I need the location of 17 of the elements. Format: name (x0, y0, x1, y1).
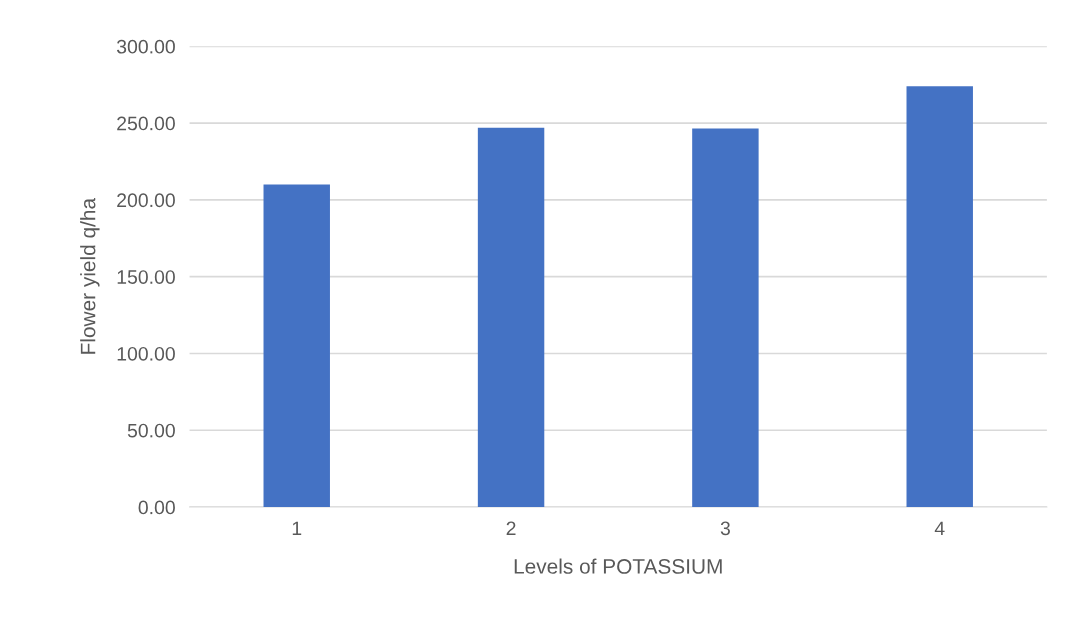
x-tick-label: 4 (934, 521, 945, 536)
bar (906, 86, 973, 508)
y-tick-label: 250.00 (117, 116, 175, 131)
y-tick-label: 0.00 (138, 500, 175, 515)
x-tick-label: 1 (292, 521, 302, 536)
x-tick-label: 3 (720, 521, 730, 536)
x-axis-title: Levels of POTASSIUM (514, 558, 722, 574)
bar (692, 128, 759, 508)
y-tick-label: 300.00 (116, 39, 175, 54)
y-tick-label: 100.00 (117, 346, 175, 361)
y-tick-label: 150.00 (117, 270, 175, 284)
bar (263, 184, 330, 508)
y-axis-title: Flower yield q/ha (80, 197, 100, 354)
x-tick-label: 2 (506, 521, 516, 536)
y-tick-label: 50.00 (127, 423, 175, 438)
bar (477, 127, 545, 508)
y-tick-label: 200.00 (117, 193, 175, 208)
